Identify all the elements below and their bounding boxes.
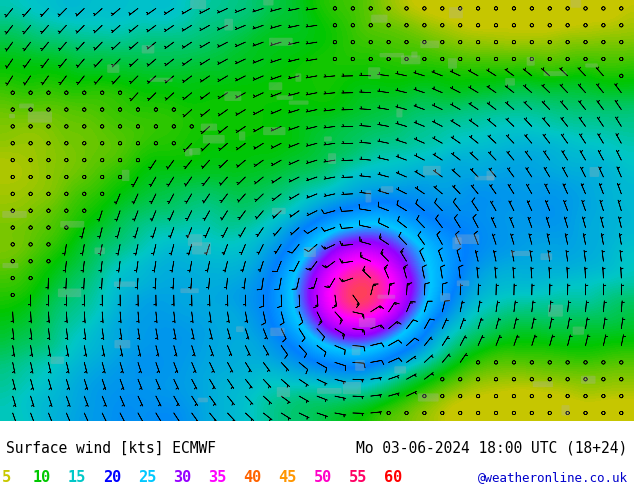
FancyBboxPatch shape (239, 131, 245, 141)
FancyBboxPatch shape (185, 149, 192, 156)
FancyBboxPatch shape (453, 237, 462, 249)
FancyBboxPatch shape (396, 109, 403, 118)
FancyBboxPatch shape (198, 398, 208, 402)
FancyBboxPatch shape (548, 305, 563, 317)
Text: 40: 40 (243, 469, 262, 485)
FancyBboxPatch shape (3, 211, 27, 218)
Text: 10: 10 (32, 469, 51, 485)
Text: Mo 03-06-2024 18:00 UTC (18+24): Mo 03-06-2024 18:00 UTC (18+24) (356, 441, 628, 456)
FancyBboxPatch shape (456, 280, 469, 286)
Text: 20: 20 (103, 469, 121, 485)
FancyBboxPatch shape (201, 123, 217, 131)
FancyBboxPatch shape (440, 293, 450, 302)
Text: @weatheronline.co.uk: @weatheronline.co.uk (477, 471, 628, 485)
FancyBboxPatch shape (455, 234, 479, 244)
FancyBboxPatch shape (272, 208, 286, 214)
FancyBboxPatch shape (324, 136, 332, 141)
FancyBboxPatch shape (418, 393, 439, 401)
Text: 25: 25 (138, 469, 156, 485)
FancyBboxPatch shape (263, 0, 273, 5)
FancyBboxPatch shape (304, 247, 316, 257)
FancyBboxPatch shape (585, 63, 598, 68)
FancyBboxPatch shape (263, 127, 285, 135)
FancyBboxPatch shape (510, 251, 530, 256)
FancyBboxPatch shape (192, 242, 211, 254)
FancyBboxPatch shape (114, 281, 136, 287)
FancyBboxPatch shape (380, 53, 404, 57)
FancyBboxPatch shape (527, 57, 534, 66)
Text: 15: 15 (68, 469, 86, 485)
FancyBboxPatch shape (269, 82, 282, 90)
FancyBboxPatch shape (277, 387, 290, 397)
FancyBboxPatch shape (581, 376, 595, 384)
FancyBboxPatch shape (540, 253, 552, 260)
Text: 35: 35 (208, 469, 226, 485)
FancyBboxPatch shape (505, 78, 515, 86)
FancyBboxPatch shape (366, 190, 372, 202)
FancyBboxPatch shape (343, 382, 361, 394)
FancyBboxPatch shape (401, 55, 420, 64)
FancyBboxPatch shape (423, 166, 441, 175)
FancyBboxPatch shape (590, 167, 599, 177)
FancyBboxPatch shape (270, 328, 285, 336)
FancyBboxPatch shape (60, 221, 84, 227)
FancyBboxPatch shape (533, 381, 553, 387)
Text: 5: 5 (2, 469, 11, 485)
FancyBboxPatch shape (3, 263, 18, 268)
FancyBboxPatch shape (448, 58, 457, 69)
FancyBboxPatch shape (317, 388, 342, 394)
FancyBboxPatch shape (571, 0, 581, 8)
FancyBboxPatch shape (9, 114, 15, 119)
Text: 30: 30 (173, 469, 191, 485)
FancyBboxPatch shape (355, 360, 365, 371)
FancyBboxPatch shape (411, 51, 418, 57)
FancyBboxPatch shape (543, 71, 567, 76)
FancyBboxPatch shape (107, 64, 119, 73)
FancyBboxPatch shape (377, 294, 395, 299)
Text: 50: 50 (314, 469, 332, 485)
FancyBboxPatch shape (190, 148, 200, 155)
FancyBboxPatch shape (181, 289, 198, 293)
FancyBboxPatch shape (276, 96, 293, 100)
FancyBboxPatch shape (288, 100, 309, 105)
FancyBboxPatch shape (236, 326, 243, 332)
FancyBboxPatch shape (269, 38, 293, 46)
FancyBboxPatch shape (394, 366, 406, 373)
Text: 60: 60 (384, 469, 402, 485)
FancyBboxPatch shape (449, 7, 463, 18)
FancyBboxPatch shape (486, 171, 494, 180)
FancyBboxPatch shape (19, 103, 34, 108)
FancyBboxPatch shape (114, 340, 130, 348)
FancyBboxPatch shape (224, 91, 242, 101)
FancyBboxPatch shape (381, 186, 393, 193)
Text: Surface wind [kts] ECMWF: Surface wind [kts] ECMWF (6, 441, 216, 456)
FancyBboxPatch shape (224, 19, 233, 30)
FancyBboxPatch shape (328, 153, 336, 164)
FancyBboxPatch shape (371, 15, 387, 23)
FancyBboxPatch shape (122, 170, 129, 181)
FancyBboxPatch shape (150, 78, 172, 82)
Text: 55: 55 (349, 469, 367, 485)
FancyBboxPatch shape (295, 74, 301, 82)
Text: 45: 45 (278, 469, 297, 485)
FancyBboxPatch shape (573, 326, 584, 335)
FancyBboxPatch shape (58, 289, 81, 297)
FancyBboxPatch shape (190, 0, 206, 9)
FancyBboxPatch shape (475, 176, 495, 180)
FancyBboxPatch shape (28, 112, 52, 122)
FancyBboxPatch shape (141, 45, 154, 53)
FancyBboxPatch shape (420, 41, 439, 48)
FancyBboxPatch shape (51, 357, 64, 364)
FancyBboxPatch shape (94, 247, 105, 254)
FancyBboxPatch shape (203, 135, 224, 144)
FancyBboxPatch shape (368, 67, 380, 79)
FancyBboxPatch shape (562, 405, 569, 416)
FancyBboxPatch shape (359, 318, 375, 327)
FancyBboxPatch shape (188, 234, 202, 246)
FancyBboxPatch shape (352, 345, 360, 355)
